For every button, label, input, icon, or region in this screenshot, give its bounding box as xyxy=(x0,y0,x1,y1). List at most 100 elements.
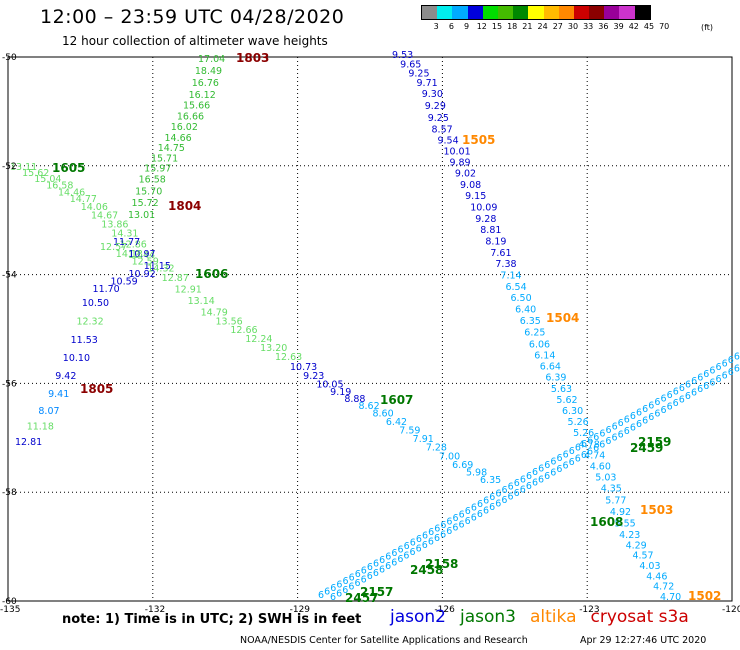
swh-value: 6 xyxy=(483,505,489,516)
swh-value: 11.18 xyxy=(27,421,54,432)
longitude-label: -120 xyxy=(722,605,740,615)
swh-value: 12.91 xyxy=(175,284,202,295)
swh-value: 6 xyxy=(477,499,483,510)
pass-id-label: 2157 xyxy=(360,585,393,599)
footer-credit: NOAA/NESDIS Center for Satellite Applica… xyxy=(240,635,528,646)
map-grid xyxy=(7,56,733,602)
pass-id-label: 1606 xyxy=(195,267,228,281)
swh-value: 6 xyxy=(526,471,532,482)
swh-value: 17.04 xyxy=(198,54,225,65)
swh-value: 4.74 xyxy=(584,450,605,461)
swh-value: 9.71 xyxy=(417,78,438,89)
swh-value: 10.50 xyxy=(82,298,109,309)
swh-value: 12.32 xyxy=(76,317,103,328)
swh-value: 5.63 xyxy=(551,384,572,395)
swh-value: 6 xyxy=(593,443,599,454)
swh-value: 6 xyxy=(587,436,593,447)
swh-value: 13.20 xyxy=(260,343,287,354)
swh-value: 6 xyxy=(679,395,685,406)
legend-label: 45 xyxy=(643,22,655,31)
swh-value: 10.73 xyxy=(290,362,317,373)
legend-label: 42 xyxy=(628,22,639,31)
swh-value: 8.62 xyxy=(358,401,379,412)
swh-value: 6 xyxy=(569,446,575,457)
swh-value: 16.58 xyxy=(46,181,73,192)
swh-value: 6 xyxy=(636,419,642,430)
swh-value: 6 xyxy=(703,381,709,392)
swh-value: 6 xyxy=(716,374,722,385)
swh-value: 9.23 xyxy=(303,371,324,382)
swh-value: 4.35 xyxy=(601,484,622,495)
swh-value: 14.13 xyxy=(116,249,143,260)
color-scale-legend: 3 6 9 12 15 18 21 24 27 30 33 36 39 42 45 70 xyxy=(421,5,669,32)
swh-value: 6 xyxy=(667,390,673,401)
swh-value: 6 xyxy=(324,586,330,597)
swh-value: 6 xyxy=(373,568,379,579)
swh-value: 4.72 xyxy=(653,582,674,593)
swh-value: 6 xyxy=(367,571,373,582)
swh-value: 6.69 xyxy=(452,460,473,471)
swh-value: 4.57 xyxy=(632,551,653,562)
pass-id-label: 2158 xyxy=(425,557,458,571)
latitude-label: -56 xyxy=(2,379,17,389)
swh-value: 6 xyxy=(379,564,385,575)
swh-value: 6 xyxy=(336,589,342,600)
swh-value: 5.55 xyxy=(615,518,636,529)
swh-value: 6 xyxy=(434,523,440,534)
swh-value: 6 xyxy=(416,544,422,555)
swh-value: 6.40 xyxy=(515,305,536,316)
swh-value: 6 xyxy=(446,516,452,527)
swh-value: 5.03 xyxy=(595,473,616,484)
legend-swatch xyxy=(604,6,620,19)
swh-value: 7.59 xyxy=(399,425,420,436)
swh-value: 6.14 xyxy=(534,350,555,361)
swh-value: 16.66 xyxy=(177,111,204,122)
legend-swatch xyxy=(452,6,468,19)
swh-value: 7.61 xyxy=(490,248,511,259)
swh-value: 6 xyxy=(636,408,642,419)
swh-value: 6 xyxy=(398,544,404,555)
swh-value: 6 xyxy=(410,537,416,548)
pass-id-label: 1607 xyxy=(380,393,413,407)
legend-swatch xyxy=(437,6,453,19)
swh-value: 6 xyxy=(489,492,495,503)
swh-value: 6 xyxy=(685,380,691,391)
swh-value: 6 xyxy=(355,569,361,580)
swh-value: 7.14 xyxy=(500,270,521,281)
swh-value: 13.01 xyxy=(128,210,155,221)
mission-label: jason2 xyxy=(390,607,446,627)
legend-swatch xyxy=(634,6,650,19)
swh-value: 6 xyxy=(471,512,477,523)
swh-value: 6 xyxy=(538,474,544,485)
swh-value: 6 xyxy=(520,474,526,485)
swh-value: 6 xyxy=(716,362,722,373)
swh-value: 10.92 xyxy=(129,269,156,280)
swh-value: 16.58 xyxy=(139,175,166,186)
swh-value: 6 xyxy=(391,557,397,568)
swh-value: 5.98 xyxy=(466,468,487,479)
swh-value: 6.64 xyxy=(540,362,561,373)
swh-value: 14.32 xyxy=(147,264,174,275)
swh-value: 6 xyxy=(544,460,550,471)
swh-value: 14.46 xyxy=(58,187,85,198)
legend-label: 9 xyxy=(464,22,470,31)
swh-value: 6 xyxy=(507,492,513,503)
swh-value: 6 xyxy=(422,530,428,541)
swh-value: 6 xyxy=(673,398,679,409)
swh-value: 6.54 xyxy=(505,282,526,293)
swh-value: 13.11 xyxy=(10,162,37,173)
swh-value: 6 xyxy=(514,478,520,489)
swh-value: 12.86 xyxy=(120,239,147,250)
swh-value: 6.30 xyxy=(562,406,583,417)
swh-value: 6.25 xyxy=(524,328,545,339)
swh-value: 9.15 xyxy=(465,191,486,202)
swh-value: 6 xyxy=(575,453,581,464)
swh-value: 6 xyxy=(520,485,526,496)
swh-value: 6 xyxy=(624,426,630,437)
swh-value: 9.02 xyxy=(455,168,476,179)
swh-value: 18.49 xyxy=(195,66,222,77)
swh-value: 6 xyxy=(734,352,740,363)
pass-id-label: 1503 xyxy=(640,503,673,517)
swh-value: 6 xyxy=(691,376,697,387)
